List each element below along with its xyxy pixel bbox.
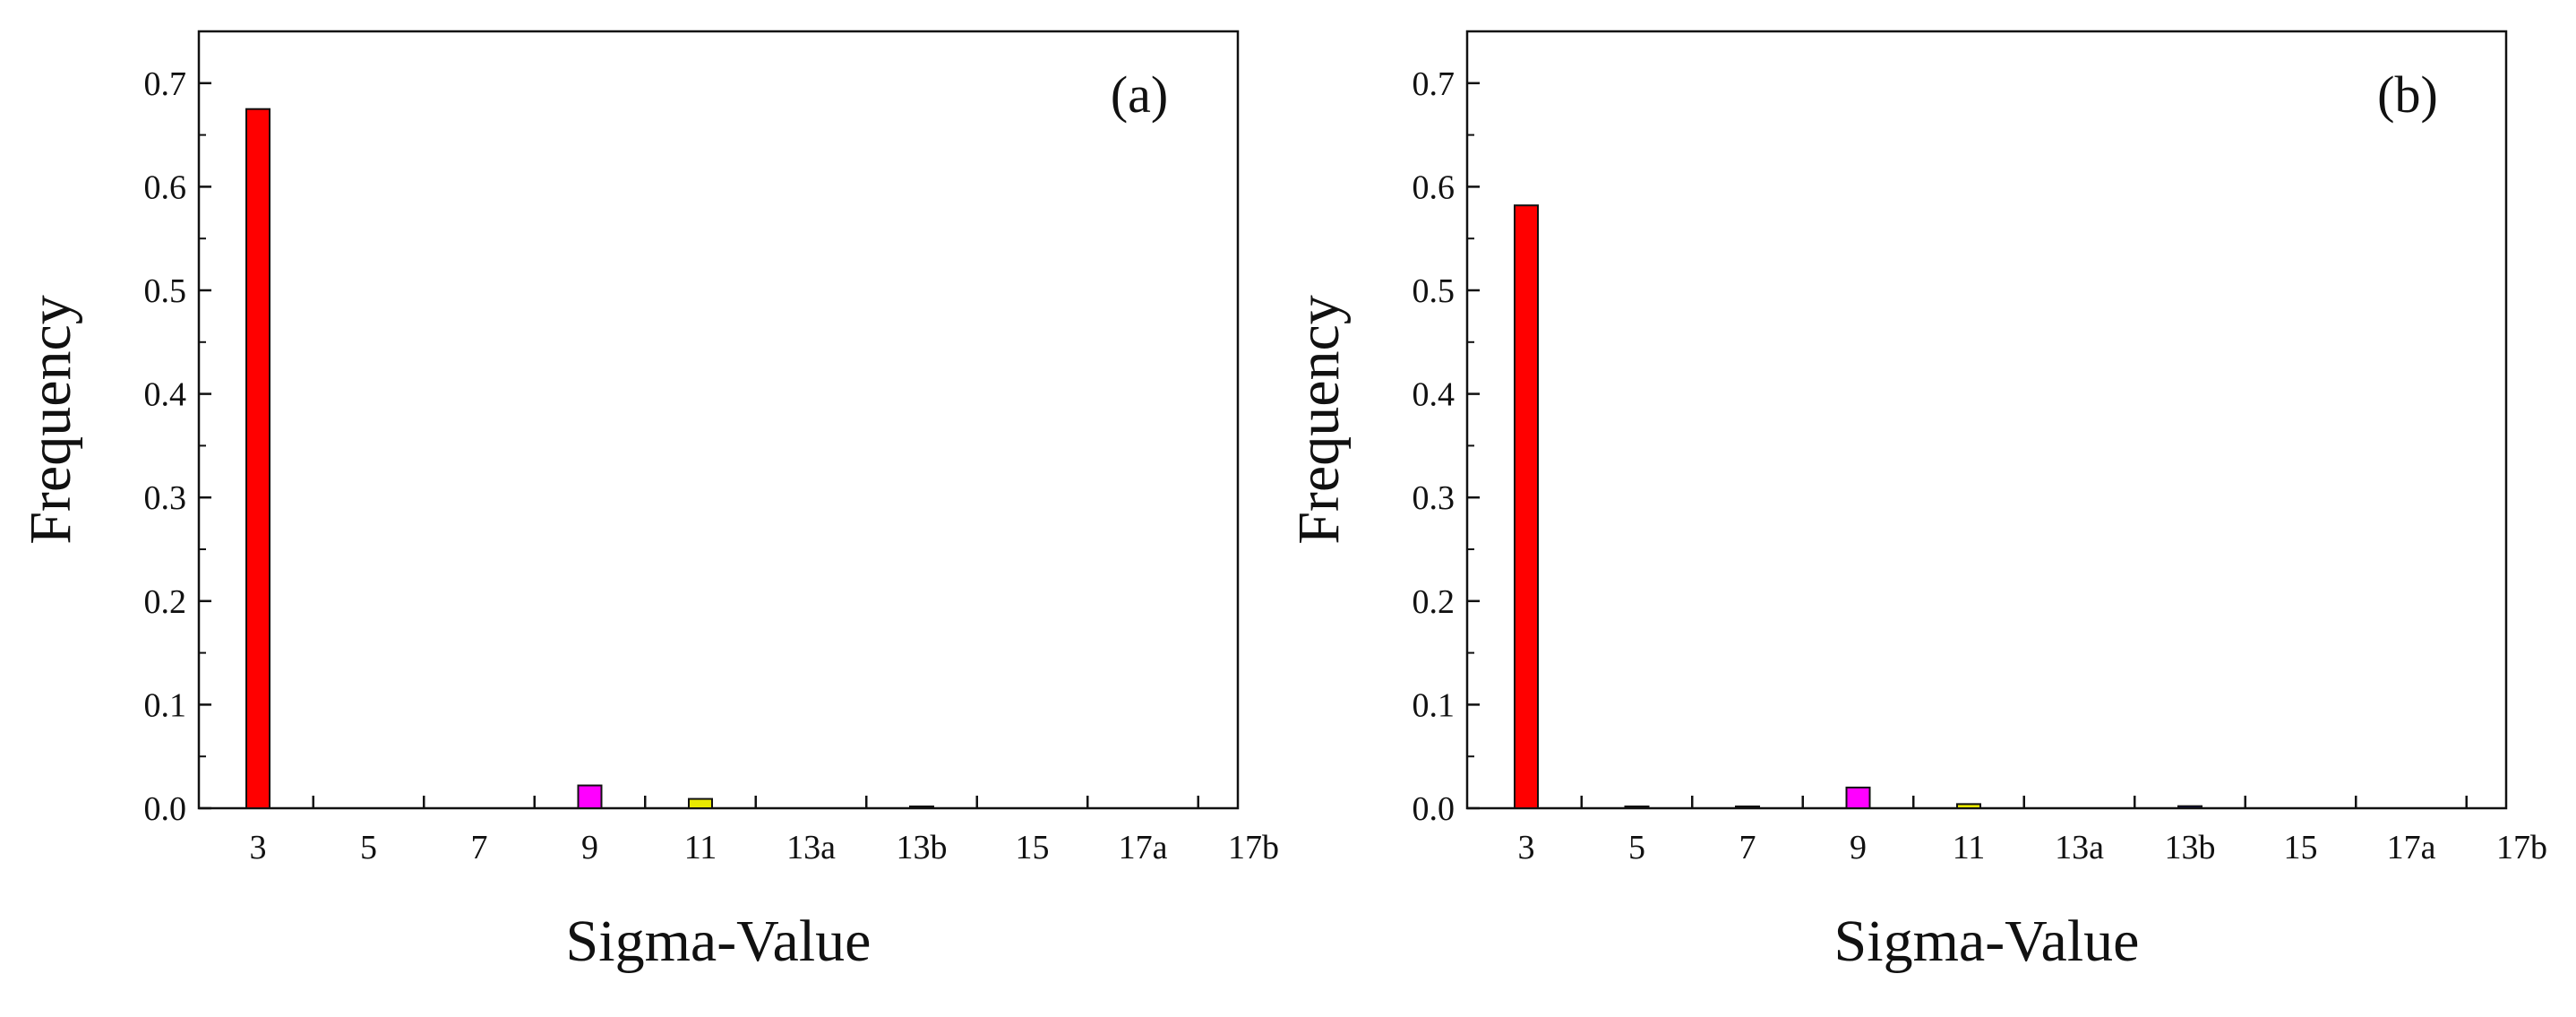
x-tick-label: 9 <box>1850 829 1867 866</box>
x-tick-label: 15 <box>2284 829 2318 866</box>
x-axis-title: Sigma-Value <box>1834 909 2140 974</box>
x-tick-label: 11 <box>1953 829 1986 866</box>
y-tick-label: 0.7 <box>1413 65 1455 103</box>
y-tick-label: 0.0 <box>144 790 187 828</box>
bar-13b <box>2177 805 2202 809</box>
y-tick-label: 0.1 <box>1413 686 1455 724</box>
y-tick-label: 0.4 <box>144 376 187 414</box>
y-tick-label: 0.3 <box>144 479 187 517</box>
y-tick-label: 0.5 <box>144 272 187 310</box>
y-tick-label: 0.0 <box>1413 790 1455 828</box>
x-axis-title: Sigma-Value <box>566 909 872 974</box>
x-tick-label: 9 <box>581 829 598 866</box>
x-tick-label: 13b <box>2165 829 2216 866</box>
x-tick-label: 5 <box>360 829 377 866</box>
chart-panel-b: 0.0 0.1 0.2 0.3 0.4 0.5 0.6 0.7 3 5 7 9 11 13a 13b 15 17… <box>1286 30 2547 974</box>
x-tick-label: 13a <box>2055 829 2104 866</box>
y-tick-label: 0.2 <box>144 583 187 621</box>
y-tick-label: 0.4 <box>1413 376 1455 414</box>
x-tick-label: 7 <box>471 829 488 866</box>
x-tick-label: 17a <box>1119 829 1168 866</box>
y-axis-title: Frequency <box>18 295 83 545</box>
x-tick-label: 13a <box>786 829 836 866</box>
bar-3 <box>245 108 270 809</box>
panel-label: (b) <box>2377 65 2438 124</box>
bar-7 <box>1735 806 1760 809</box>
bar-13b <box>909 806 934 809</box>
x-tick-label: 3 <box>250 829 267 866</box>
panel-label: (a) <box>1111 65 1168 124</box>
x-tick-label: 13b <box>897 829 948 866</box>
plot-frame <box>197 30 1240 810</box>
x-tick-label: 17b <box>1228 829 1279 866</box>
x-tick-label: 5 <box>1628 829 1645 866</box>
y-axis-title: Frequency <box>1286 295 1352 545</box>
bar-9 <box>577 784 603 809</box>
x-tick-label: 3 <box>1518 829 1535 866</box>
bar-5 <box>1624 806 1650 809</box>
y-tick-label: 0.6 <box>144 168 187 206</box>
plot-frame <box>1465 30 2508 810</box>
y-tick-label: 0.3 <box>1413 479 1455 517</box>
y-tick-label: 0.2 <box>1413 583 1455 621</box>
bar-3 <box>1514 204 1539 809</box>
x-tick-label: 17a <box>2387 829 2436 866</box>
bar-9 <box>1845 786 1871 810</box>
y-tick-label: 0.7 <box>144 65 187 103</box>
bar-11 <box>688 797 713 810</box>
x-tick-label: 15 <box>1016 829 1050 866</box>
y-tick-label: 0.1 <box>144 686 187 724</box>
y-tick-label: 0.6 <box>1413 168 1455 206</box>
x-tick-label: 11 <box>684 829 717 866</box>
y-tick-label: 0.5 <box>1413 272 1455 310</box>
chart-panel-a: 0.0 0.1 0.2 0.3 0.4 0.5 0.6 0.7 3 5 7 9 11 13a 13b 15 17… <box>18 30 1279 974</box>
x-tick-label: 7 <box>1739 829 1756 866</box>
bar-11 <box>1956 803 1981 809</box>
x-tick-label: 17b <box>2496 829 2547 866</box>
